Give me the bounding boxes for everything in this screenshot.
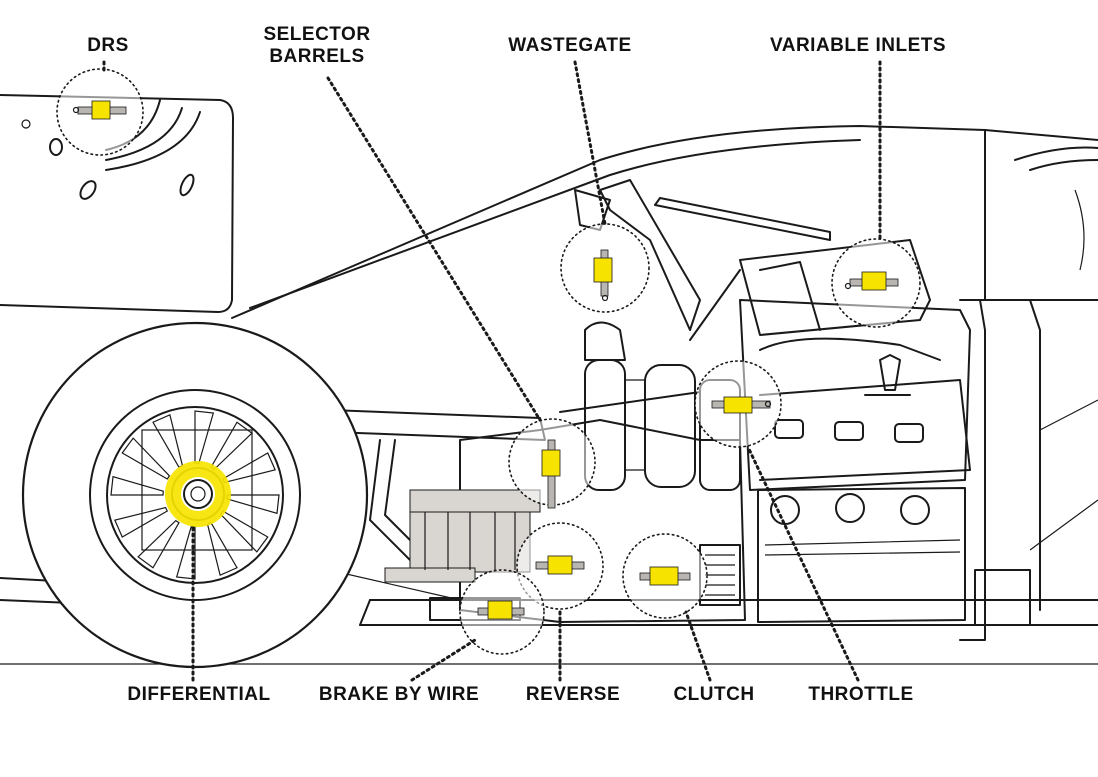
label-wastegate: WASTEGATE: [508, 35, 632, 56]
clutch-callout: [622, 533, 708, 619]
label-brake-by-wire: BRAKE BY WIRE: [318, 684, 480, 705]
selector-barrels-callout: [508, 418, 596, 509]
differential-actuator: [164, 461, 231, 527]
rear-wing-endplate: [0, 94, 234, 313]
label-clutch: CLUTCH: [673, 684, 755, 705]
wheel-spoke: [121, 437, 171, 480]
throttle-callout: [694, 360, 782, 448]
reverse-callout: [516, 522, 604, 610]
brake-by-wire-callout: [459, 569, 545, 655]
label-drs: DRS: [87, 35, 129, 56]
rear-wheel: [21, 321, 369, 669]
wastegate-callout: [560, 223, 650, 313]
wheel-spoke: [110, 475, 164, 496]
leader-selector-barrels: [326, 76, 542, 422]
engine-block: [739, 299, 1041, 641]
label-throttle: THROTTLE: [808, 684, 914, 705]
label-variable-inlets: VARIABLE INLETS: [769, 35, 947, 56]
label-selector-barrels-line2: BARRELS: [269, 46, 365, 67]
variable-inlets-callout: [831, 238, 921, 328]
wheel-spoke: [137, 519, 180, 569]
leader-brake-by-wire: [410, 638, 477, 682]
leader-clutch: [684, 610, 712, 682]
drs-callout: [56, 68, 144, 156]
label-selector-barrels-line1: SELECTOR: [263, 24, 371, 45]
label-differential: DIFFERENTIAL: [127, 684, 271, 705]
leader-lines: [102, 60, 882, 682]
leader-wastegate: [573, 60, 607, 226]
label-selector-barrels: SELECTOR BARRELS: [263, 24, 370, 68]
leader-throttle: [746, 445, 860, 682]
label-reverse: REVERSE: [525, 684, 621, 705]
wheel-spoke: [114, 506, 169, 538]
engine-cover-bodywork: [231, 125, 1098, 551]
